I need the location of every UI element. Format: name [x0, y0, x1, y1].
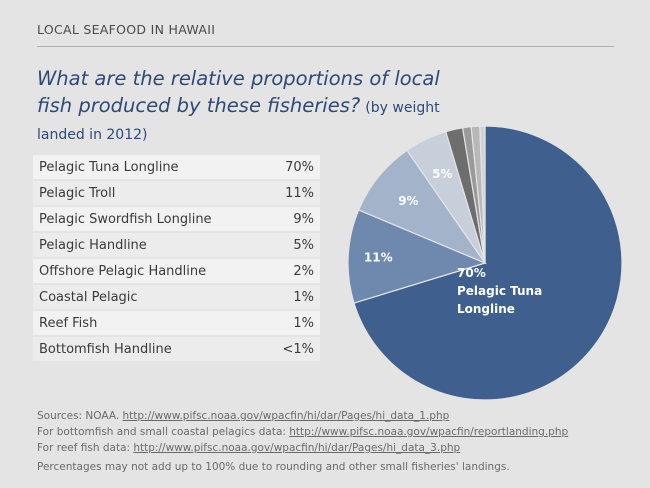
source-link[interactable]: http://www.pifsc.noaa.gov/wpacfin/report…	[289, 426, 569, 438]
table-row: Pelagic Troll 11%	[33, 181, 320, 207]
chart-title: What are the relative proportions of loc…	[37, 67, 440, 117]
source-label: Sources: NOAA.	[37, 410, 120, 422]
row-value: 11%	[285, 185, 314, 201]
row-value: 70%	[285, 159, 314, 175]
sources-block: Sources: NOAA. http://www.pifsc.noaa.gov…	[37, 408, 568, 456]
row-label: Pelagic Tuna Longline	[39, 159, 179, 175]
pie-label-troll: 11%	[364, 251, 393, 265]
source-link[interactable]: http://www.pifsc.noaa.gov/wpacfin/hi/dar…	[133, 442, 461, 454]
table-row: Pelagic Handline 5%	[33, 233, 320, 259]
row-label: Reef Fish	[39, 315, 98, 331]
pie-slice-tuna-longline	[353, 125, 623, 400]
proportion-table: Pelagic Tuna Longline 70% Pelagic Troll 11…	[33, 155, 320, 363]
table-row: Offshore Pelagic Handline 2%	[33, 259, 320, 285]
source-label: For bottomfish and small coastal pelagic…	[37, 426, 286, 438]
row-label: Pelagic Swordfish Longline	[39, 211, 212, 227]
row-value: 2%	[293, 263, 314, 279]
row-label: Pelagic Troll	[39, 185, 116, 201]
pie-slice-troll	[347, 209, 487, 304]
table-row: Reef Fish 1%	[33, 311, 320, 337]
table-row: Coastal Pelagic 1%	[33, 285, 320, 311]
header-divider	[37, 46, 614, 47]
row-value: 9%	[293, 211, 314, 227]
row-label: Coastal Pelagic	[39, 289, 138, 305]
section-kicker: LOCAL SEAFOOD IN HAWAII	[37, 22, 216, 37]
source-line: For reef fish data: http://www.pifsc.noa…	[37, 440, 568, 456]
row-value: 1%	[293, 315, 314, 331]
row-value: <1%	[282, 341, 314, 357]
row-label: Bottomfish Handline	[39, 341, 172, 357]
pie-label-tuna-longline: 70% Pelagic Tuna Longline	[457, 266, 542, 316]
row-label: Pelagic Handline	[39, 237, 147, 253]
table-row: Pelagic Tuna Longline 70%	[33, 155, 320, 181]
row-label: Offshore Pelagic Handline	[39, 263, 207, 279]
rounding-footnote: Percentages may not add up to 100% due t…	[37, 461, 510, 473]
chart-title-block: What are the relative proportions of loc…	[37, 66, 477, 148]
source-link[interactable]: http://www.pifsc.noaa.gov/wpacfin/hi/dar…	[122, 410, 450, 422]
source-label: For reef fish data:	[37, 442, 131, 454]
pie-slice-bottomfish-handline	[479, 125, 486, 264]
table-row: Bottomfish Handline <1%	[33, 337, 320, 363]
pie-label-handline: 5%	[432, 167, 452, 181]
row-value: 1%	[293, 289, 314, 305]
pie-chart: 70% Pelagic Tuna Longline 11% 9% 5%	[347, 125, 623, 400]
table-row: Pelagic Swordfish Longline 9%	[33, 207, 320, 233]
row-value: 5%	[293, 237, 314, 253]
source-line: Sources: NOAA. http://www.pifsc.noaa.gov…	[37, 408, 568, 424]
chart-title-note: (by weight landed in 2012)	[37, 100, 440, 143]
pie-label-swordfish-longline: 9%	[398, 194, 418, 208]
source-line: For bottomfish and small coastal pelagic…	[37, 424, 568, 440]
